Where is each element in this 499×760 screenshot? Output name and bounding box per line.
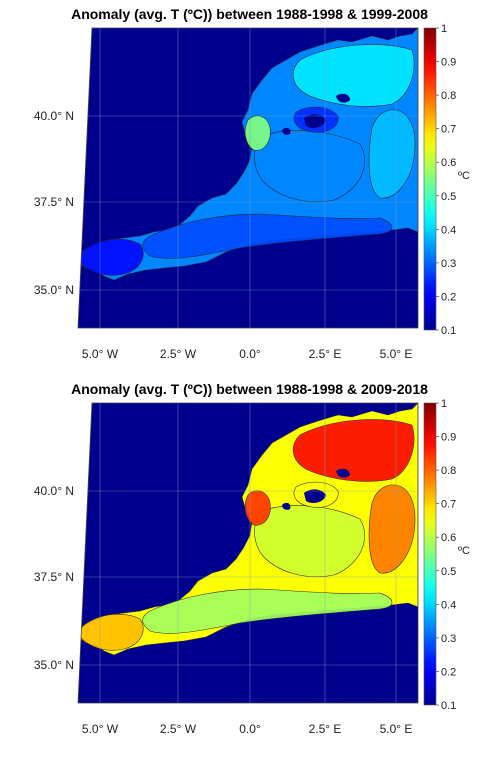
colorbar-tick-label: 0.2 (441, 666, 456, 678)
colorbar-tick-label: 0.3 (441, 258, 456, 270)
colorbar (423, 402, 437, 706)
x-tick-label: 2.5° W (160, 347, 197, 361)
y-tick-label: 40.0° N (34, 109, 74, 123)
colorbar-tick-label: 0.6 (441, 157, 456, 169)
island-shape (304, 489, 326, 503)
colorbar-unit-label: ºC (458, 170, 470, 182)
x-tick-label: 5.0° W (82, 347, 119, 361)
chart-title-2: Anomaly (avg. T (ºC)) between 1988-1998 … (71, 381, 428, 397)
y-tick-label: 37.5° N (34, 570, 74, 584)
anomaly-map-1: 5.0° W 2.5° W 0.0° 2.5° E 5.0° E 40.0° N 37.5°… (34, 23, 470, 361)
colorbar-tick-label: 0.1 (441, 700, 456, 712)
colorbar-tick-label: 0.4 (441, 224, 456, 236)
colorbar-tick-label: 0.7 (441, 499, 456, 511)
colorbar-tick-label: 0.9 (441, 57, 456, 69)
anomaly-map-2: 5.0° W 2.5° W 0.0° 2.5° E 5.0° E 40.0° N 37.5°… (34, 398, 470, 736)
map-frame (77, 402, 419, 704)
colorbar-tick-label: 0.8 (441, 465, 456, 477)
y-tick-label: 40.0° N (34, 484, 74, 498)
colorbar-tick-label: 0.4 (441, 599, 456, 611)
colorbar-tick-label: 0.8 (441, 90, 456, 102)
map-body (78, 403, 418, 703)
colorbar-tick-label: 0.5 (441, 191, 456, 203)
map-panel-1: Anomaly (avg. T (ºC)) between 1988-1998 … (0, 0, 499, 375)
island-shape (282, 502, 291, 510)
y-tick-label: 35.0° N (34, 658, 74, 672)
colorbar-tick-label: 0.1 (441, 325, 456, 337)
island-shape (304, 114, 326, 128)
x-tick-label: 5.0° E (380, 347, 413, 361)
colorbar-tick-label: 1 (441, 398, 447, 410)
colorbar-tick-label: 0.7 (441, 124, 456, 136)
x-tick-label: 0.0° (239, 722, 261, 736)
x-tick-label: 2.5° W (160, 722, 197, 736)
colorbar-tick-label: 0.3 (441, 633, 456, 645)
colorbar-tick-label: 1 (441, 23, 447, 35)
chart-title-1: Anomaly (avg. T (ºC)) between 1988-1998 … (71, 6, 428, 22)
colorbar-tick-label: 0.6 (441, 532, 456, 544)
region-southern-coast (142, 588, 393, 634)
map-body (78, 28, 418, 328)
colorbar-unit-label: ºC (458, 545, 470, 557)
region-patch-near-40N (244, 115, 271, 151)
region-coastal-east (368, 484, 416, 574)
island-shape (336, 93, 350, 103)
x-tick-label: 5.0° E (380, 722, 413, 736)
region-southern-coast (142, 213, 393, 259)
map-panel-2: Anomaly (avg. T (ºC)) between 1988-1998 … (0, 375, 499, 750)
x-tick-label: 5.0° W (82, 722, 119, 736)
island-shape (336, 468, 350, 478)
colorbar (423, 27, 437, 331)
region-coastal-east (368, 109, 416, 199)
island-shape (282, 127, 291, 135)
y-tick-label: 37.5° N (34, 195, 74, 209)
x-tick-label: 0.0° (239, 347, 261, 361)
colorbar-tick-label: 0.2 (441, 291, 456, 303)
region-patch-near-40N (244, 490, 271, 526)
y-tick-label: 35.0° N (34, 283, 74, 297)
colorbar-tick-label: 0.5 (441, 566, 456, 578)
colorbar-tick-label: 0.9 (441, 432, 456, 444)
region-northern-basin (292, 44, 415, 107)
x-tick-label: 2.5° E (309, 347, 342, 361)
x-tick-label: 2.5° E (309, 722, 342, 736)
map-frame (77, 27, 419, 329)
region-northern-basin (292, 419, 415, 482)
